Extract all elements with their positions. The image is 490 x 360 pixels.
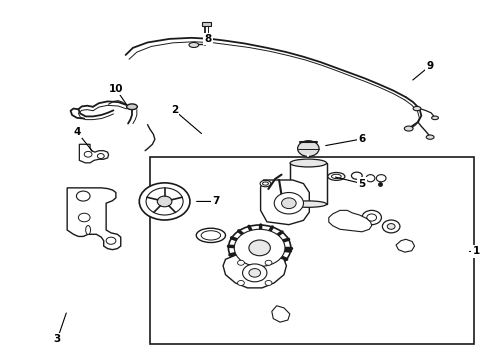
Ellipse shape — [413, 107, 421, 111]
Ellipse shape — [201, 231, 220, 240]
Circle shape — [265, 280, 272, 285]
Ellipse shape — [432, 116, 439, 120]
Polygon shape — [329, 210, 372, 232]
Ellipse shape — [263, 182, 269, 185]
Circle shape — [243, 264, 267, 282]
Circle shape — [234, 229, 285, 266]
Circle shape — [249, 240, 270, 256]
Text: 9: 9 — [427, 61, 434, 71]
Polygon shape — [261, 180, 309, 225]
Polygon shape — [272, 306, 290, 322]
Text: 3: 3 — [54, 334, 61, 344]
Bar — [150, 157, 474, 344]
Circle shape — [362, 210, 381, 225]
Bar — [202, 22, 211, 26]
Circle shape — [139, 183, 190, 220]
Ellipse shape — [189, 42, 199, 48]
Text: 2: 2 — [171, 105, 178, 115]
Circle shape — [98, 154, 104, 158]
Text: 4: 4 — [73, 127, 80, 137]
Bar — [290, 163, 327, 204]
Circle shape — [76, 191, 90, 201]
Ellipse shape — [331, 174, 341, 179]
Circle shape — [238, 280, 245, 285]
Text: 6: 6 — [358, 134, 366, 144]
Text: 5: 5 — [358, 179, 366, 189]
Circle shape — [265, 260, 272, 265]
Circle shape — [146, 188, 183, 215]
Polygon shape — [79, 144, 109, 163]
Circle shape — [274, 193, 303, 214]
Polygon shape — [396, 239, 415, 252]
Ellipse shape — [351, 172, 362, 179]
Circle shape — [376, 175, 386, 182]
Text: 1: 1 — [473, 247, 480, 256]
Circle shape — [367, 214, 376, 221]
Circle shape — [387, 224, 395, 229]
Ellipse shape — [290, 201, 327, 207]
Polygon shape — [67, 188, 121, 249]
Text: 10: 10 — [109, 84, 123, 94]
Ellipse shape — [366, 175, 375, 182]
Ellipse shape — [126, 104, 137, 110]
Ellipse shape — [86, 226, 91, 234]
Circle shape — [382, 220, 400, 233]
Circle shape — [238, 260, 245, 265]
Circle shape — [228, 225, 291, 271]
Circle shape — [84, 152, 92, 157]
Ellipse shape — [426, 135, 434, 139]
Ellipse shape — [328, 172, 345, 180]
Ellipse shape — [196, 228, 225, 243]
Ellipse shape — [404, 126, 413, 131]
Circle shape — [78, 213, 90, 222]
Ellipse shape — [260, 180, 271, 187]
Ellipse shape — [290, 159, 327, 167]
Circle shape — [157, 196, 172, 207]
Text: 8: 8 — [205, 34, 212, 44]
Circle shape — [106, 237, 116, 244]
Text: 7: 7 — [212, 197, 220, 206]
Circle shape — [282, 198, 296, 208]
Circle shape — [249, 269, 261, 277]
Polygon shape — [223, 254, 287, 288]
Circle shape — [297, 141, 319, 157]
